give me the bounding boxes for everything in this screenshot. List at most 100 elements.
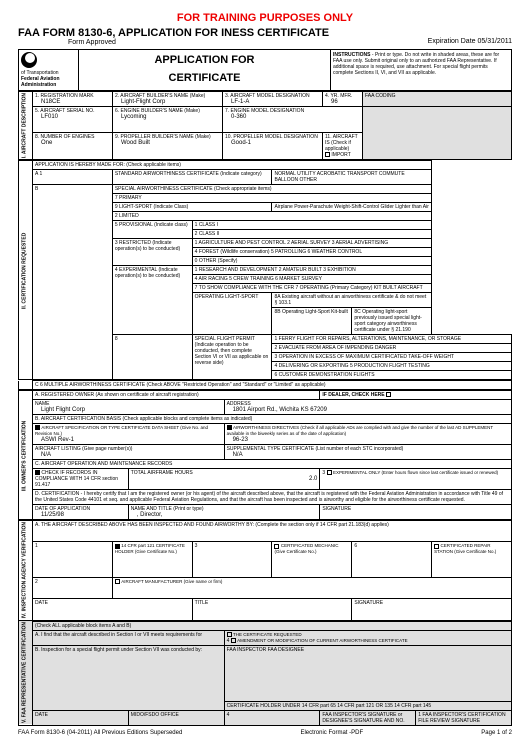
f9-val[interactable]: Wood Built bbox=[121, 140, 150, 146]
application-title: APPLICATION FOR CERTIFICATE bbox=[79, 50, 331, 90]
listing-val[interactable]: N/A bbox=[41, 452, 51, 458]
agency-box: of Transportation Federal Aviation Admin… bbox=[19, 50, 79, 90]
section-iii-table: III. OWNER'S CERTIFICATION A. REGISTERED… bbox=[18, 390, 512, 520]
exp-8a: 8A Existing aircraft without an airworth… bbox=[272, 293, 432, 308]
hours-val[interactable]: 2.0 bbox=[137, 476, 318, 482]
iv-date: DATE bbox=[33, 599, 193, 620]
row-limited: 2 LIMITED bbox=[112, 212, 431, 221]
hours-label: TOTAL AIRFRAME HOURS bbox=[131, 470, 193, 476]
v-holder: CERTIFICATE HOLDER UNDER 14 CFR part 65 … bbox=[224, 701, 511, 710]
exp-8b: 8B Operating Light-Sport Kit-built bbox=[272, 308, 352, 335]
dealer-check: IF DEALER, CHECK HERE bbox=[322, 392, 384, 398]
date-val[interactable]: 11/25/98 bbox=[41, 512, 64, 518]
ad-label: AIRWORTHINESS DIRECTIVES (Check if all a… bbox=[227, 425, 494, 436]
exp-1: 1 RESEARCH AND DEVELOPMENT 2 AMATEUR BUI… bbox=[192, 266, 431, 275]
dot-logo-icon bbox=[21, 52, 37, 68]
stc-val[interactable]: N/A bbox=[233, 452, 243, 458]
stc-label: SUPPLEMENTAL TYPE CERTIFICATE (List numb… bbox=[227, 446, 404, 452]
va2-checkbox[interactable] bbox=[231, 638, 236, 643]
sp-2: 2 EVACUATE FROM AREA OF IMPENDING DANGER bbox=[272, 344, 512, 353]
f1-val[interactable]: N18CE bbox=[41, 99, 60, 105]
section-i-label: I. AIRCRAFT DESCRIPTION bbox=[19, 92, 33, 160]
header-row: of Transportation Federal Aviation Admin… bbox=[18, 49, 512, 91]
v-b: B. Inspection for a special flight permi… bbox=[33, 645, 225, 710]
lightsport-opts: Airplane Power-Parachute Weight-Shift-Co… bbox=[272, 203, 432, 212]
iv6-checkbox[interactable] bbox=[434, 544, 439, 549]
f2-val[interactable]: Light-Flight Corp bbox=[121, 99, 165, 105]
f11-val: IMPORT bbox=[331, 152, 350, 158]
f10-val[interactable]: Good-1 bbox=[231, 140, 251, 146]
section-ii-c: C 6 MULTIPLE AIRWORTHINESS CERTIFICATE (… bbox=[18, 380, 512, 390]
faa-coding: FAA CODING bbox=[365, 93, 396, 99]
f3-val[interactable]: LF-1-A bbox=[231, 99, 249, 105]
v-sig4: FAA INSPECTOR'S SIGNATURE or DESIGNEE'S … bbox=[320, 710, 416, 725]
f5-val[interactable]: LF010 bbox=[41, 114, 58, 120]
instructions-box: INSTRUCTIONS - Print or type. Do not wri… bbox=[331, 50, 511, 90]
f6-val[interactable]: Lycoming bbox=[121, 114, 146, 120]
iv-6: CERTIFICATED REPAIR STATION (Give Certif… bbox=[434, 543, 496, 554]
iv2-checkbox[interactable] bbox=[115, 579, 120, 584]
class-i: 1 CLASS I bbox=[192, 221, 431, 230]
records-checkbox[interactable] bbox=[35, 470, 40, 475]
row-restricted: RESTRICTED (Indicate operation(s) to be … bbox=[115, 240, 180, 252]
exp-4: 4 AIR RACING 5 CREW TRAINING 6 MARKET SU… bbox=[192, 275, 431, 284]
spec-val[interactable]: ASWI Rev-1 bbox=[41, 437, 74, 443]
iv-2: AIRCRAFT MANUFACTURER (Give name or firm… bbox=[121, 579, 222, 584]
reg-owner: A. REGISTERED OWNER (As shown on certifi… bbox=[33, 391, 320, 400]
v-a: A. I find that the aircraft described in… bbox=[33, 630, 225, 645]
iv3-checkbox[interactable] bbox=[274, 544, 279, 549]
op-lightsport: OPERATING LIGHT-SPORT bbox=[192, 293, 272, 335]
maint-records: C. AIRCRAFT OPERATION AND MAINTENANCE RE… bbox=[33, 460, 512, 469]
exp-only-checkbox[interactable] bbox=[327, 470, 332, 475]
footer-right: Page 1 of 2 bbox=[481, 730, 512, 736]
name-val[interactable]: Light Flight Corp bbox=[41, 407, 85, 413]
v-office: MIDO/FSDO OFFICE bbox=[128, 710, 224, 725]
agency2: Administration bbox=[21, 82, 76, 88]
section-v-label: V. FAA REPRESENTATIVE CERTIFICATION bbox=[19, 621, 33, 725]
f8-val[interactable]: One bbox=[41, 140, 52, 146]
import-checkbox[interactable] bbox=[325, 152, 330, 157]
iv-a-text: A. THE AIRCRAFT DESCRIBED ABOVE HAS BEEN… bbox=[33, 521, 512, 542]
f7-val[interactable]: 0-360 bbox=[231, 114, 246, 120]
records-label: CHECK IF RECORDS IN COMPLIANCE WITH 14 C… bbox=[35, 470, 118, 488]
restr-4: 4 FOREST (Wildlife conservation) 5 PATRO… bbox=[192, 248, 431, 257]
section-iv-label: IV. INSPECTION AGENCY VERIFICATION bbox=[19, 521, 33, 620]
section-iv-table: IV. INSPECTION AGENCY VERIFICATION A. TH… bbox=[18, 520, 512, 620]
app-header: APPLICATION FOR bbox=[83, 54, 326, 66]
faa-form-page: FOR TRAINING PURPOSES ONLY FAA FORM 8130… bbox=[0, 0, 530, 749]
special-cert: SPECIAL AIRWORTHINESS CERTIFICATE (Check… bbox=[112, 185, 431, 194]
sp-3: 3 OPERATION IN EXCESS OF MAXIMUM CERTIFI… bbox=[272, 353, 512, 362]
special-permit: SPECIAL FLIGHT PERMIT (Indicate operatio… bbox=[192, 335, 272, 380]
footer-mid: Electronic Format -PDF bbox=[300, 730, 363, 736]
sp-6: 6 CUSTOMER DEMONSTRATION FLIGHTS bbox=[272, 371, 512, 380]
signature-label: SIGNATURE bbox=[320, 505, 512, 520]
f4-val[interactable]: 96 bbox=[331, 99, 338, 105]
sp-4: 4 DELIVERING OR EXPORTING 5 PRODUCTION F… bbox=[272, 362, 512, 371]
section-iii-label: III. OWNER'S CERTIFICATION bbox=[19, 391, 33, 520]
addr-val[interactable]: 1801 Airport Rd., Wichita KS 67209 bbox=[233, 407, 327, 413]
row-lightsport: 9 LIGHT-SPORT (Indicate Class) bbox=[112, 203, 272, 212]
iv-sig: SIGNATURE bbox=[352, 599, 512, 620]
app-made-for: APPLICATION IS HEREBY MADE FOR: (Check a… bbox=[33, 161, 432, 170]
ad-val[interactable]: 96-23 bbox=[233, 437, 248, 443]
standard-cert: STANDARD AIRWORTHINESS CERTIFICATE (Indi… bbox=[112, 170, 272, 185]
f11-label: 11. AIRCRAFT IS (Check if applicable) bbox=[325, 134, 358, 152]
ad-checkbox[interactable] bbox=[227, 425, 232, 430]
owner-cert-text: D. CERTIFICATION - I hereby certify that… bbox=[33, 490, 512, 505]
v-a1: THE CERTIFICATE REQUESTED bbox=[233, 632, 302, 637]
va1-checkbox[interactable] bbox=[227, 632, 232, 637]
cert-basis: B. AIRCRAFT CERTIFICATION BASIS (Check a… bbox=[33, 415, 512, 424]
section-ii-table: II. CERTIFICATION REQUESTED APPLICATION … bbox=[18, 160, 512, 380]
v-insp: FAA INSPECTOR FAA DESIGNEE bbox=[224, 645, 511, 701]
row-provisional: 5 PROVISIONAL (Indicate class) bbox=[112, 221, 192, 239]
v-a2: AMENDMENT OR MODIFICATION OF CURRENT AIR… bbox=[237, 638, 407, 643]
section-ii-label: II. CERTIFICATION REQUESTED bbox=[19, 161, 33, 380]
class-ii: 2 CLASS II bbox=[192, 230, 431, 239]
iv1-checkbox[interactable] bbox=[115, 544, 120, 549]
row-primary: 7 PRIMARY bbox=[112, 194, 431, 203]
spec-checkbox[interactable] bbox=[35, 425, 40, 430]
dealer-checkbox[interactable] bbox=[386, 392, 391, 397]
v-sig5: FAA INSPECTOR'S CERTIFICATION FILE REVIE… bbox=[418, 712, 505, 724]
nametitle-val[interactable]: , Director, bbox=[137, 512, 163, 518]
v-check-text: (Check ALL applicable block items A and … bbox=[33, 621, 512, 630]
